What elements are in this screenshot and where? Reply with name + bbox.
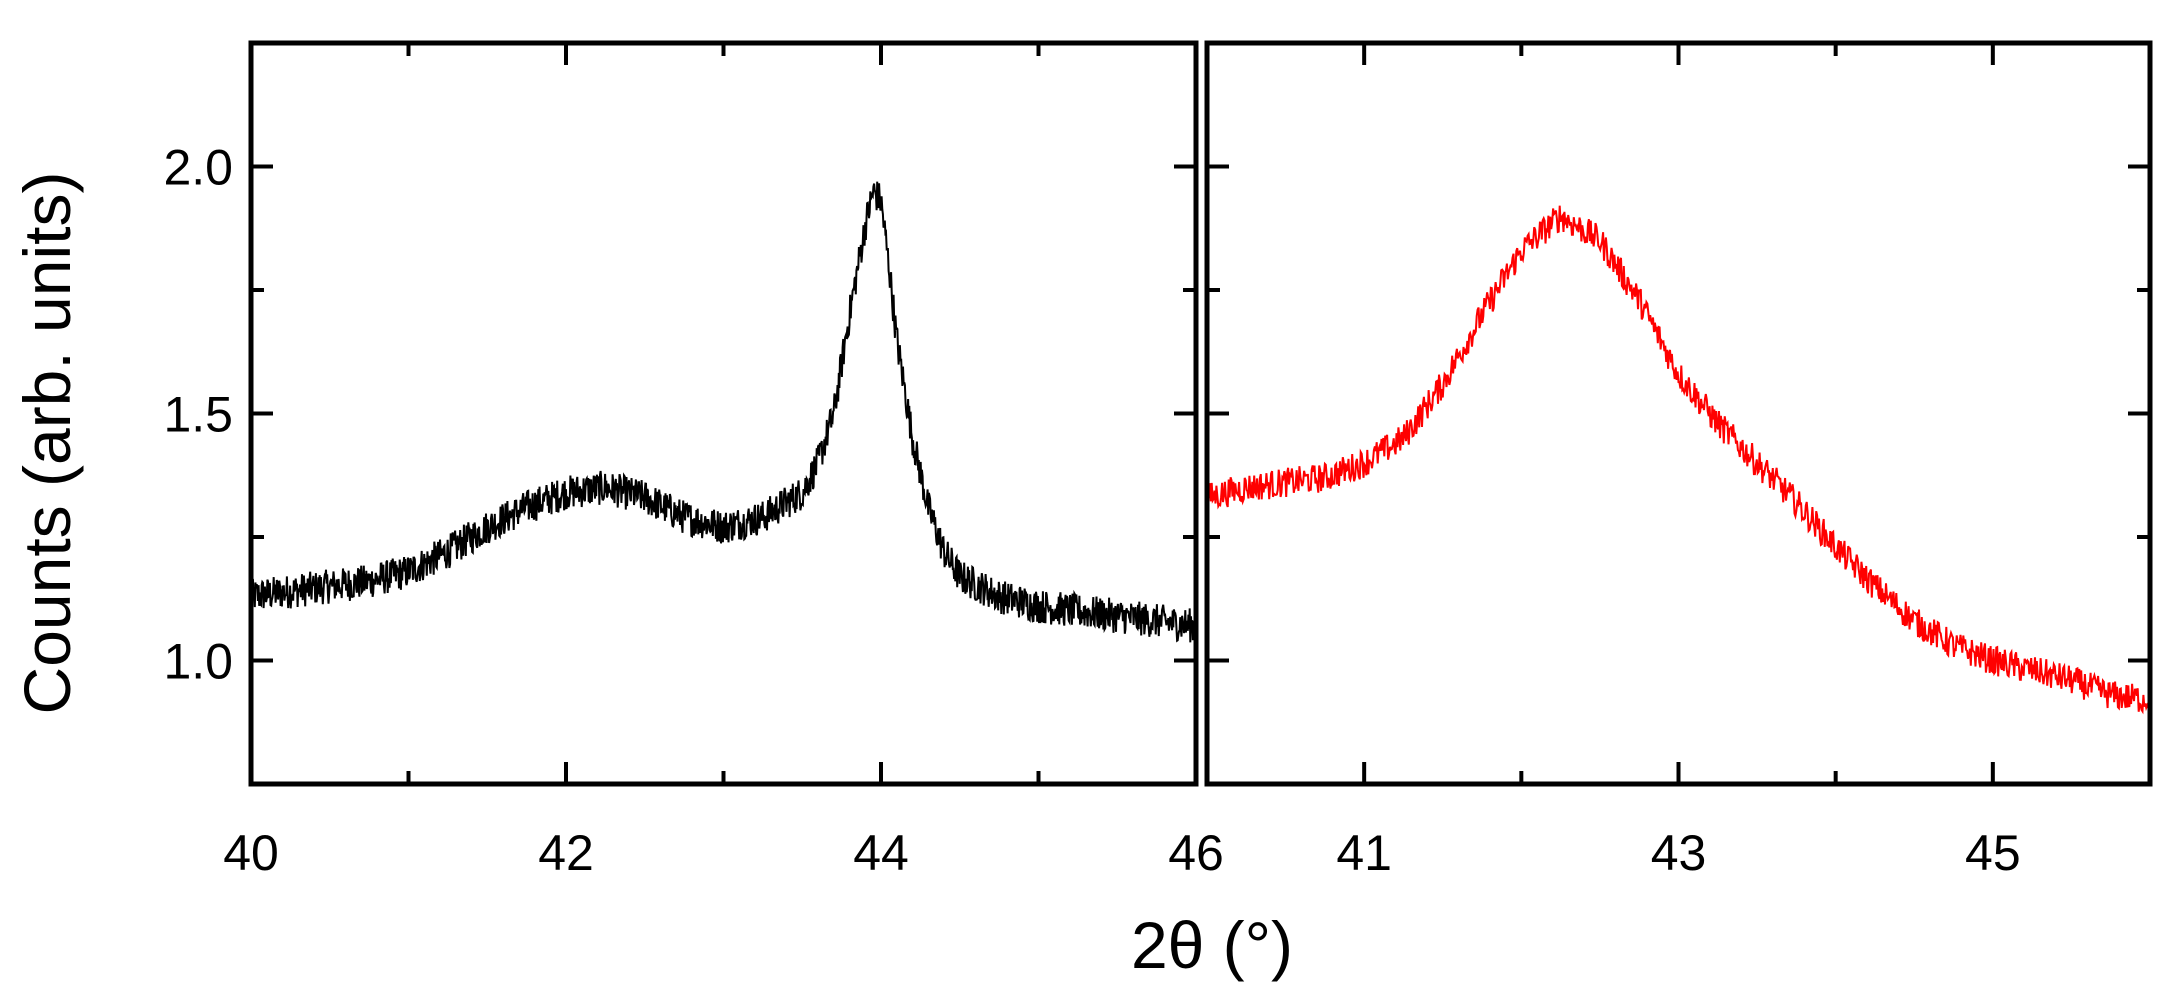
- x-tick-label: 46: [1168, 825, 1224, 881]
- x-tick-label: 40: [223, 825, 279, 881]
- y-tick-label: 1.5: [163, 387, 233, 443]
- plot-frame: [248, 40, 1199, 787]
- left-panel: 40 42 44 46 1.0 1.5 2.0: [163, 40, 1224, 881]
- y-tick-label: 2.0: [163, 140, 233, 196]
- x-axis-title: 2θ (°): [1131, 908, 1293, 982]
- y-axis-title: Counts (arb. units): [10, 172, 84, 715]
- x-tick-label: 44: [853, 825, 909, 881]
- x-tick-label: 42: [538, 825, 594, 881]
- y-tick-label: 1.0: [163, 634, 233, 690]
- right-panel: 41 43 45: [1204, 40, 2153, 881]
- x-tick-label: 41: [1336, 825, 1392, 881]
- x-tick-label: 43: [1651, 825, 1707, 881]
- data-series-line: [250, 181, 1197, 643]
- x-tick-label: 45: [1965, 825, 2021, 881]
- data-series-line: [1206, 205, 2151, 715]
